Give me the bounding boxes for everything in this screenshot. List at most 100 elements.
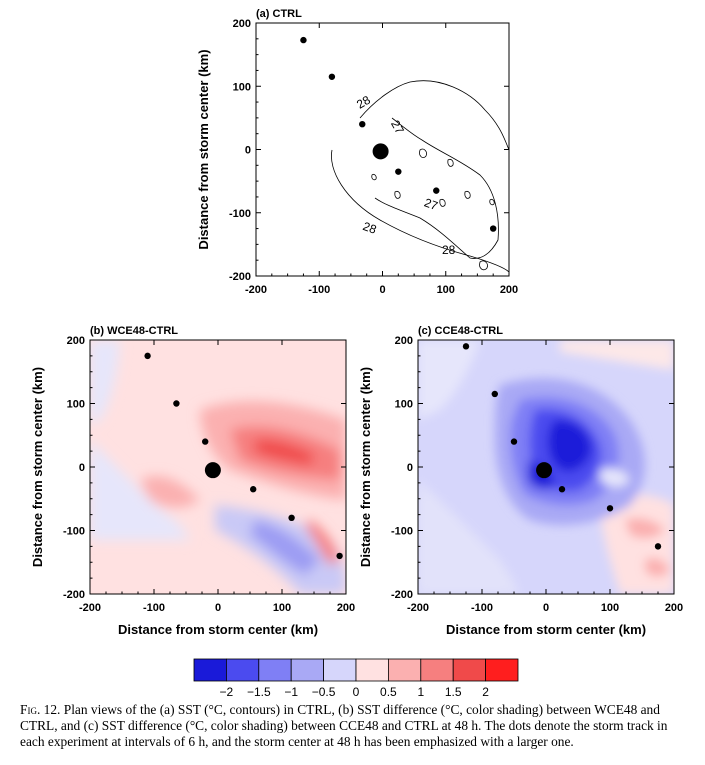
colorbar-swatch	[193, 658, 227, 682]
contour-small-8	[489, 198, 495, 206]
storm-track-point	[395, 168, 402, 175]
y-tick-label: -100	[229, 208, 251, 220]
panel-c-storm-track	[462, 343, 662, 550]
y-axis-label: Distance from storm center (km)	[196, 49, 211, 249]
storm-track-point	[510, 438, 518, 445]
colorbar-tick-label: 2	[482, 685, 489, 699]
contour-label: 28	[361, 219, 379, 237]
y-tick-label: 100	[67, 399, 85, 411]
x-axis-label: Distance from storm center (km)	[446, 622, 646, 637]
x-tick-label: 200	[665, 602, 683, 614]
x-tick-label: 200	[337, 602, 355, 614]
colorbar-tick-label: 1	[417, 685, 424, 699]
colorbar-swatch	[485, 658, 519, 682]
y-tick-label: -100	[391, 526, 413, 538]
y-tick-label: -200	[63, 589, 85, 601]
x-tick-label: 0	[215, 602, 221, 614]
x-tick-label: -200	[245, 284, 267, 296]
colorbar-tick-label: 0	[353, 685, 360, 699]
storm-track-point	[202, 438, 209, 445]
y-axis-label: Distance from storm center (km)	[30, 367, 45, 567]
colorbar-swatch	[387, 658, 422, 682]
colorbar-tick-label: −2	[220, 685, 234, 699]
storm-track-point	[359, 121, 366, 128]
storm-track-point	[144, 352, 151, 360]
panel-b: (b) WCE48-CTRL -200 -100 0 100 200 200 100 0 -10…	[30, 325, 355, 637]
storm-track-point	[173, 400, 180, 407]
x-tick-label: -100	[143, 602, 165, 614]
storm-track-point	[433, 187, 440, 194]
figure-caption: Fig. 12. Plan views of the (a) SST (°C, …	[20, 702, 690, 750]
storm-track-point	[654, 543, 662, 550]
storm-track-point	[300, 36, 307, 44]
panel-a-contour-labels: 28 27 27 28 28	[354, 93, 456, 257]
colorbar-swatch	[355, 658, 389, 682]
storm-center-48h	[536, 462, 553, 479]
colorbar-swatch	[323, 658, 357, 682]
colorbar-tick-label: −1.5	[247, 685, 271, 699]
contour-28-lower	[331, 149, 509, 273]
contour-small-7	[394, 190, 401, 199]
y-tick-label: 0	[245, 145, 251, 157]
storm-track-point	[606, 505, 614, 512]
colorbar-swatch	[290, 658, 325, 682]
panel-c-shading	[418, 340, 674, 594]
panel-b-axes: -200 -100 0 100 200 200 100 0 -100 -200 Distance f…	[30, 335, 355, 637]
y-tick-label: 0	[79, 462, 85, 474]
y-tick-label: 100	[233, 81, 251, 93]
storm-track-point	[336, 552, 343, 560]
contour-small-4	[371, 173, 377, 181]
y-tick-label: 100	[395, 399, 413, 411]
contour-label: 28	[354, 93, 373, 112]
panel-c-label: (c) CCE48-CTRL	[418, 325, 503, 337]
panel-a-contours	[331, 80, 509, 273]
storm-center-48h	[372, 143, 389, 160]
contour-28-outer	[359, 80, 509, 151]
storm-center-48h	[204, 462, 221, 479]
storm-track-point	[250, 486, 257, 493]
x-axis-label: Distance from storm center (km)	[118, 622, 318, 637]
y-tick-label: 200	[233, 18, 251, 30]
storm-track-point	[462, 343, 470, 350]
panel-a-storm-track	[300, 36, 497, 232]
contour-label: 27	[422, 195, 440, 213]
x-tick-label: 0	[543, 602, 549, 614]
storm-track-point	[491, 390, 498, 398]
colorbar-tick-label: −1	[284, 685, 298, 699]
colorbar-tick-label: 0.5	[380, 685, 397, 699]
storm-track-point	[328, 73, 336, 80]
x-tick-label: 200	[500, 284, 518, 296]
panel-a-axes: -200 -100 0 100 200 200 100 0 -100 -200 Distance f…	[196, 18, 518, 296]
panel-c: (c) CCE48-CTRL -200 -100 0 100 200 200 100 0 -10…	[358, 325, 683, 637]
x-tick-label: 100	[273, 602, 291, 614]
x-tick-label: -200	[79, 602, 101, 614]
contour-small-3	[464, 190, 471, 199]
colorbar-tick-label: −0.5	[312, 685, 336, 699]
contour-label: 28	[442, 243, 456, 257]
storm-track-point	[558, 486, 566, 493]
contour-small-6	[479, 260, 488, 271]
storm-track-point	[288, 514, 295, 521]
contour-27	[374, 117, 499, 259]
colorbar-swatch	[420, 658, 454, 682]
panel-a-label: (a) CTRL	[256, 8, 302, 20]
colorbar: −2 −1.5 −1 −0.5 0 0.5 1 1.5 2	[193, 658, 519, 699]
y-tick-label: -100	[63, 526, 85, 538]
x-tick-label: -100	[471, 602, 493, 614]
y-tick-label: -200	[229, 271, 251, 283]
colorbar-swatch	[225, 658, 260, 682]
contour-small-2	[447, 158, 454, 167]
contour-small-5	[439, 198, 446, 207]
panel-c-axes: -200 -100 0 100 200 200 100 0 -100 -200 Distance f…	[358, 335, 683, 637]
x-tick-label: 100	[437, 284, 455, 296]
y-axis-label: Distance from storm center (km)	[358, 367, 373, 567]
storm-track-point	[489, 225, 497, 232]
contour-label: 27	[388, 118, 407, 137]
colorbar-swatch	[258, 658, 292, 682]
panel-b-storm-track	[144, 352, 343, 560]
panel-a: (a) CTRL 28 27 27 28 28 -200 -100 0 100 200 2…	[196, 8, 518, 296]
panel-b-label: (b) WCE48-CTRL	[90, 325, 178, 337]
x-tick-label: -100	[308, 284, 330, 296]
x-tick-label: -200	[407, 602, 429, 614]
